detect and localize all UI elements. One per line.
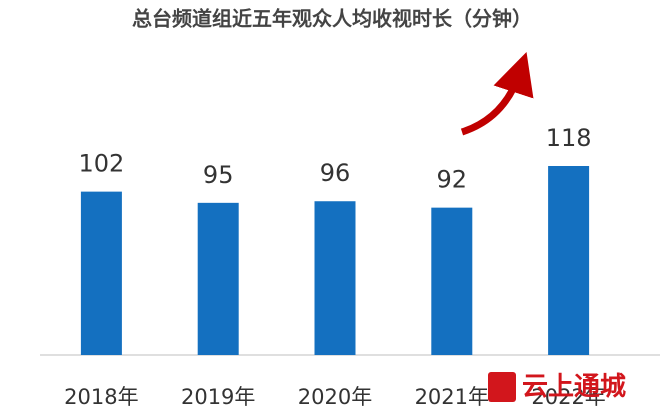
- value-label: 96: [320, 159, 351, 187]
- logo-icon: [488, 372, 516, 402]
- bar: [548, 166, 590, 355]
- watermark: 云上通城: [522, 372, 626, 402]
- x-tick-label: 2020年: [298, 385, 372, 409]
- bar: [431, 207, 473, 355]
- bar: [197, 202, 239, 355]
- x-tick-label: 2019年: [181, 385, 255, 409]
- x-tick-label: 2022年: [531, 385, 605, 409]
- value-label: 118: [546, 124, 592, 152]
- value-label: 102: [78, 150, 124, 178]
- bar: [80, 191, 122, 355]
- chart-title: 总台频道组近五年观众人均收视时长（分钟）: [132, 7, 532, 31]
- value-label: 95: [203, 161, 234, 189]
- bar: [314, 201, 356, 355]
- x-tick-label: 2021年: [415, 385, 489, 409]
- value-label: 92: [437, 166, 468, 194]
- trend-arrow: [460, 52, 534, 136]
- x-tick-label: 2018年: [64, 385, 138, 409]
